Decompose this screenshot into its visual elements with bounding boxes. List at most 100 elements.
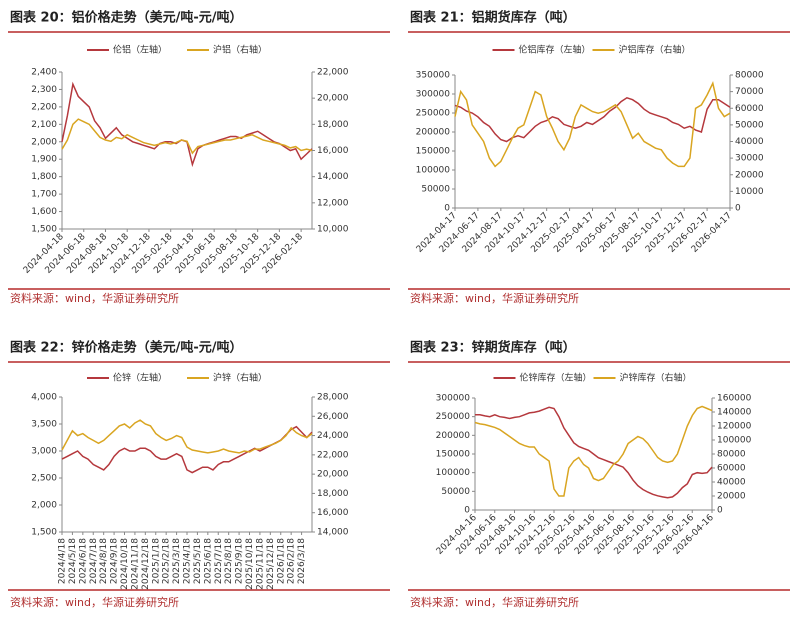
x-tick-label: 2024/7/18 — [89, 538, 99, 584]
y2-tick-label: 14,000 — [317, 528, 349, 538]
x-tick-label: 2024/8/18 — [99, 538, 109, 584]
y2-tick-label: 20000 — [735, 170, 764, 180]
x-tick-label: 2024/11/18 — [130, 538, 140, 590]
y2-tick-label: 28,000 — [317, 393, 349, 403]
legend-label: 伦锌库存（左轴） — [520, 372, 592, 384]
y2-tick-label: 10,000 — [317, 225, 349, 235]
x-tick-label: 2026/1/18 — [276, 538, 286, 584]
y2-tick-label: 16,000 — [317, 508, 349, 518]
x-tick-label: 2024/4/18 — [58, 538, 68, 584]
y2-tick-label: 20000 — [717, 492, 746, 502]
y-tick-label: 2,200 — [31, 102, 57, 112]
y2-tick-label: 120000 — [717, 422, 752, 432]
y-tick-label: 2,300 — [31, 85, 57, 95]
y-tick-label: 3,000 — [31, 447, 57, 457]
y2-tick-label: 160000 — [717, 394, 752, 404]
y2-tick-label: 0 — [717, 506, 723, 516]
y2-tick-label: 26,000 — [317, 412, 349, 422]
y2-tick-label: 80000 — [717, 450, 746, 460]
y2-tick-label: 22,000 — [317, 450, 349, 460]
y2-tick-label: 40000 — [735, 137, 764, 147]
x-tick-label: 2025/8/18 — [224, 538, 234, 584]
y-tick-label: 250000 — [436, 412, 471, 422]
y-tick-label: 1,800 — [31, 172, 57, 182]
x-tick-label: 2024/5/18 — [68, 538, 78, 584]
y-tick-label: 250000 — [416, 109, 451, 119]
y-tick-label: 0 — [464, 506, 470, 516]
legend-label: 伦锌（左轴） — [113, 372, 167, 384]
y2-tick-label: 50000 — [735, 120, 764, 130]
y-tick-label: 1,700 — [31, 190, 57, 200]
y-tick-label: 4,000 — [31, 393, 57, 403]
y2-tick-label: 30000 — [735, 154, 764, 164]
source-note: 资料来源：wind，华源证券研究所 — [410, 291, 579, 305]
x-tick-label: 2024/6/18 — [78, 538, 88, 584]
y2-tick-label: 0 — [735, 204, 741, 214]
y-tick-label: 1,600 — [31, 207, 57, 217]
series-line — [61, 81, 313, 168]
y-tick-label: 100000 — [416, 166, 451, 176]
y2-tick-label: 10000 — [735, 187, 764, 197]
legend-label: 沪铝库存（右轴） — [619, 44, 691, 56]
y-tick-label: 1,500 — [31, 225, 57, 235]
y-tick-label: 2,000 — [31, 137, 57, 147]
y2-tick-label: 24,000 — [317, 431, 349, 441]
chart-title: 图表 23：锌期货库存（吨） — [410, 340, 576, 356]
x-tick-label: 2024/9/18 — [110, 538, 120, 584]
y2-tick-label: 16,000 — [317, 146, 349, 156]
y-tick-label: 300000 — [436, 394, 471, 404]
legend-label: 伦铝库存（左轴） — [519, 44, 591, 56]
y-tick-label: 1,500 — [31, 528, 57, 538]
y-tick-label: 200000 — [436, 431, 471, 441]
y-tick-label: 200000 — [416, 128, 451, 138]
x-tick-label: 2025/9/18 — [235, 538, 245, 584]
y-tick-label: 50000 — [441, 487, 470, 497]
y2-tick-label: 20,000 — [317, 470, 349, 480]
y2-tick-label: 60000 — [717, 464, 746, 474]
y-tick-label: 2,100 — [31, 120, 57, 130]
y-tick-label: 2,400 — [31, 68, 57, 78]
series-line — [454, 81, 731, 168]
y2-tick-label: 18,000 — [317, 120, 349, 130]
source-note: 资料来源：wind，华源证券研究所 — [410, 595, 579, 609]
y-tick-label: 150000 — [416, 147, 451, 157]
x-tick-label: 2025/3/18 — [172, 538, 182, 584]
series-line — [61, 118, 313, 155]
y-tick-label: 300000 — [416, 90, 451, 100]
y-tick-label: 0 — [444, 204, 450, 214]
x-tick-label: 2024/12/18 — [141, 538, 151, 590]
series-line — [61, 419, 313, 454]
x-tick-label: 2025/2/18 — [162, 538, 172, 584]
y-tick-label: 3,500 — [31, 420, 57, 430]
x-tick-label: 2025/7/18 — [214, 538, 224, 584]
x-tick-label: 2025/10/18 — [245, 538, 255, 590]
y-tick-label: 150000 — [436, 450, 471, 460]
y2-tick-label: 18,000 — [317, 489, 349, 499]
y2-tick-label: 12,000 — [317, 198, 349, 208]
y2-tick-label: 140000 — [717, 408, 752, 418]
y-tick-label: 2,500 — [31, 474, 57, 484]
x-tick-label: 2025/5/18 — [193, 538, 203, 584]
y-tick-label: 350000 — [416, 71, 451, 81]
y2-tick-label: 100000 — [717, 436, 752, 446]
chart-title: 图表 21：铝期货库存（吨） — [410, 10, 576, 26]
chart-title: 图表 20：铝价格走势（美元/吨-元/吨） — [10, 10, 243, 26]
x-tick-label: 2026/3/18 — [297, 538, 307, 584]
series-line — [454, 96, 731, 143]
y-tick-label: 1,900 — [31, 155, 57, 165]
series-line — [474, 405, 713, 497]
legend-label: 沪锌库存（右轴） — [620, 372, 692, 384]
legend-label: 伦铝（左轴） — [113, 44, 167, 56]
y2-tick-label: 40000 — [717, 478, 746, 488]
series-line — [475, 406, 713, 499]
x-tick-label: 2024/10/18 — [120, 538, 130, 590]
chart-title: 图表 22：锌价格走势（美元/吨-元/吨） — [10, 340, 243, 356]
x-tick-label: 2026/2/18 — [287, 538, 297, 584]
y2-tick-label: 70000 — [735, 87, 764, 97]
series-line — [61, 425, 313, 474]
y-tick-label: 2,000 — [31, 501, 57, 511]
y2-tick-label: 14,000 — [317, 172, 349, 182]
y2-tick-label: 60000 — [735, 104, 764, 114]
x-tick-label: 2025/1/18 — [151, 538, 161, 584]
